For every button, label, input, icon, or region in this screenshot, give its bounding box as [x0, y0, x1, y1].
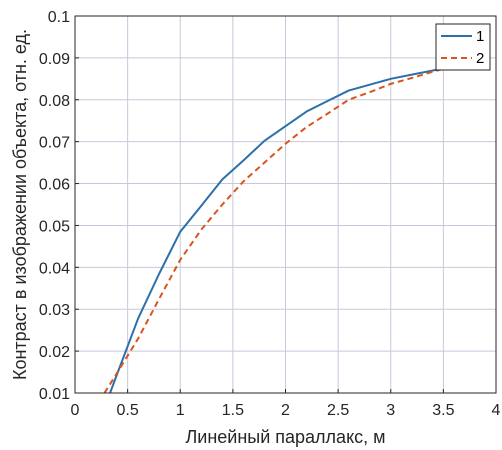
- y-tick-label: 0.04: [39, 260, 70, 277]
- y-tick-label: 0.07: [39, 135, 70, 152]
- x-tick-label: 3.5: [432, 402, 454, 419]
- legend: 1 2: [435, 23, 491, 71]
- x-tick-label: 1: [176, 402, 185, 419]
- y-tick-label: 0.09: [39, 51, 70, 68]
- series-line-1: [108, 65, 455, 393]
- x-tick-label: 4: [492, 402, 501, 419]
- x-tick-label: 2.5: [327, 402, 349, 419]
- tick-labels: 0 0.5 1 1.5 2 2.5 3 3.5 4 0.01 0.02 0.03 0.04 0.05 0.0…: [39, 9, 501, 419]
- y-tick-label: 0.08: [39, 93, 70, 110]
- y-tick-label: 0.05: [39, 218, 70, 235]
- x-tick-label: 0.5: [117, 402, 139, 419]
- series-group: [103, 65, 455, 393]
- x-axis-label: Линейный параллакс, м: [185, 427, 385, 447]
- x-tick-label: 0: [71, 402, 80, 419]
- legend-label-series-2: 2: [476, 50, 484, 67]
- legend-label-series-1: 1: [476, 28, 484, 45]
- x-tick-label: 3: [386, 402, 395, 419]
- y-tick-label: 0.03: [39, 302, 70, 319]
- x-tick-label: 1.5: [222, 402, 244, 419]
- y-tick-label: 0.06: [39, 177, 70, 194]
- legend-box: [435, 23, 491, 71]
- y-tick-label: 0.1: [48, 9, 70, 26]
- y-tick-label: 0.01: [39, 386, 70, 403]
- series-line-2: [103, 65, 455, 393]
- y-axis-label: Контраст в изображении объекта, отн. ед.: [10, 29, 30, 380]
- y-tick-label: 0.02: [39, 344, 70, 361]
- x-tick-label: 2: [281, 402, 290, 419]
